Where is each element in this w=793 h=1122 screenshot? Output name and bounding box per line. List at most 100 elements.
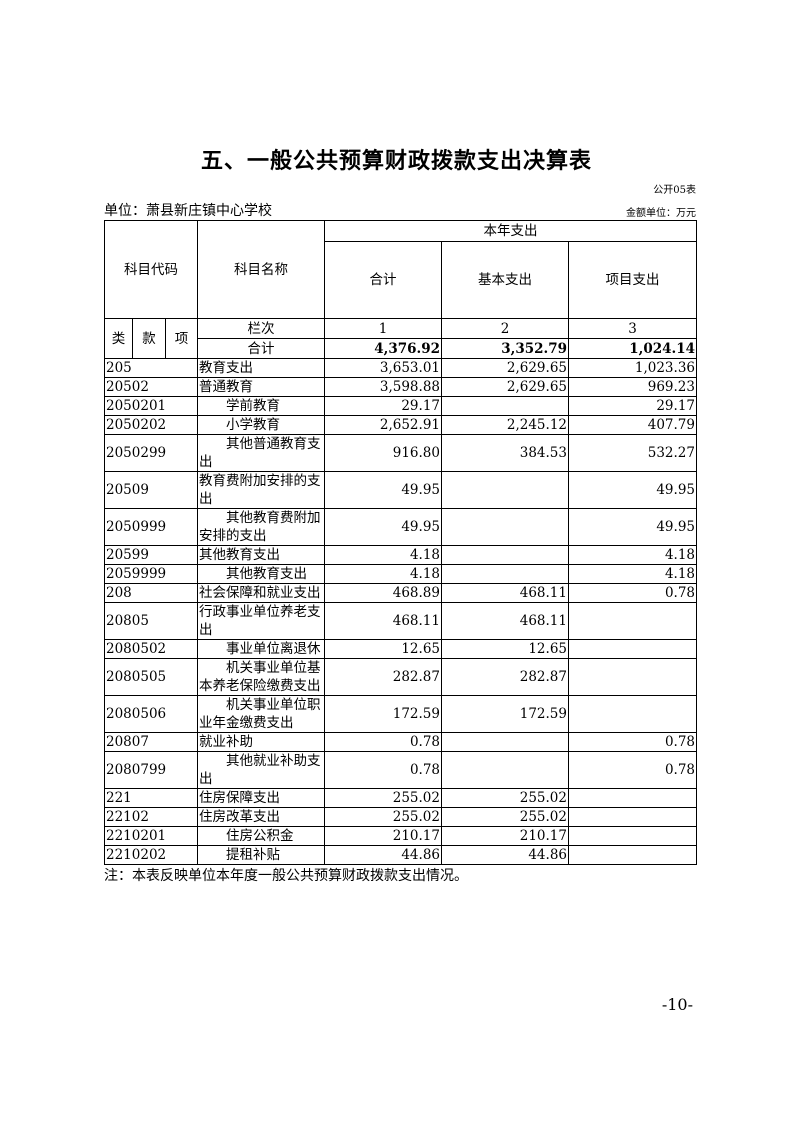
sum-label: 合计 (197, 338, 325, 359)
row-name: 教育支出 (197, 358, 325, 378)
row-project (568, 658, 697, 696)
row-total: 49.95 (324, 508, 442, 546)
header-basic: 基本支出 (441, 241, 569, 319)
table-row: 2050201 学前教育 29.17 29.17 (104, 396, 697, 416)
row-code: 2050201 (104, 396, 198, 416)
row-code: 2080799 (104, 751, 198, 789)
header-lei: 类 (104, 318, 133, 359)
table-row: 22102 住房改革支出 255.02 255.02 (104, 807, 697, 827)
row-total: 44.86 (324, 845, 442, 865)
col-no-1: 1 (324, 318, 442, 339)
header-xiang: 项 (165, 318, 198, 359)
row-total: 172.59 (324, 695, 442, 733)
unit-label: 单位：萧县新庄镇中心学校 (104, 203, 272, 219)
header-kuan: 款 (132, 318, 166, 359)
table-note: 注：本表反映单位本年度一般公共预算财政拨款支出情况。 (104, 868, 468, 884)
row-basic: 210.17 (441, 826, 569, 846)
row-project: 1,023.36 (568, 358, 697, 378)
row-code: 20509 (104, 471, 198, 509)
row-name: 住房保障支出 (197, 788, 325, 808)
sum-project: 1,024.14 (568, 338, 697, 359)
row-name: 其他教育支出 (197, 545, 325, 565)
row-name: 其他就业补助支出 (197, 751, 325, 789)
table-row: 2050202 小学教育 2,652.91 2,245.12 407.79 (104, 415, 697, 435)
page-number: -10- (661, 995, 693, 1014)
row-code: 2080502 (104, 639, 198, 659)
table-row: 2080799 其他就业补助支出 0.78 0.78 (104, 751, 697, 789)
header-name: 科目名称 (197, 220, 325, 319)
row-basic: 2,629.65 (441, 377, 569, 397)
row-project: 0.78 (568, 751, 697, 789)
row-total: 3,598.88 (324, 377, 442, 397)
row-project (568, 695, 697, 733)
row-total: 4.18 (324, 564, 442, 584)
row-name: 事业单位离退休 (197, 639, 325, 659)
unit-line: 单位：萧县新庄镇中心学校 金额单位：万元 (104, 198, 696, 220)
row-basic: 468.11 (441, 602, 569, 640)
row-basic (441, 508, 569, 546)
table-row: 20502 普通教育 3,598.88 2,629.65 969.23 (104, 377, 697, 397)
table-row: 2050299 其他普通教育支出 916.80 384.53 532.27 (104, 434, 697, 472)
expenditure-table: 科目代码 科目名称 本年支出 合计 基本支出 项目支出 类 款 项 栏次 1 2… (104, 220, 697, 865)
row-basic: 282.87 (441, 658, 569, 696)
row-project: 29.17 (568, 396, 697, 416)
row-total: 29.17 (324, 396, 442, 416)
row-project: 407.79 (568, 415, 697, 435)
row-project: 969.23 (568, 377, 697, 397)
header-total: 合计 (324, 241, 442, 319)
row-basic (441, 564, 569, 584)
row-project: 0.78 (568, 732, 697, 752)
row-total: 3,653.01 (324, 358, 442, 378)
row-name: 小学教育 (197, 415, 325, 435)
row-total: 4.18 (324, 545, 442, 565)
row-name: 机关事业单位职业年金缴费支出 (197, 695, 325, 733)
row-name: 其他普通教育支出 (197, 434, 325, 472)
form-number: 公开05表 (653, 185, 696, 196)
row-basic: 2,629.65 (441, 358, 569, 378)
row-code: 20805 (104, 602, 198, 640)
header-column-no: 栏次 (197, 318, 325, 339)
col-no-3: 3 (568, 318, 697, 339)
row-name: 其他教育支出 (197, 564, 325, 584)
header-year-spend: 本年支出 (324, 220, 697, 242)
sum-total: 4,376.92 (324, 338, 442, 359)
row-project (568, 788, 697, 808)
row-project: 532.27 (568, 434, 697, 472)
row-total: 468.11 (324, 602, 442, 640)
row-name: 提租补贴 (197, 845, 325, 865)
row-basic (441, 471, 569, 509)
sum-basic: 3,352.79 (441, 338, 569, 359)
row-name: 就业补助 (197, 732, 325, 752)
row-basic: 255.02 (441, 788, 569, 808)
row-basic (441, 751, 569, 789)
row-total: 468.89 (324, 583, 442, 603)
table-row: 2210201 住房公积金 210.17 210.17 (104, 826, 697, 846)
col-no-2: 2 (441, 318, 569, 339)
row-total: 916.80 (324, 434, 442, 472)
money-unit-label: 金额单位：万元 (626, 208, 696, 219)
row-code: 2059999 (104, 564, 198, 584)
header-code: 科目代码 (104, 220, 198, 319)
row-basic: 384.53 (441, 434, 569, 472)
row-code: 208 (104, 583, 198, 603)
row-basic: 12.65 (441, 639, 569, 659)
row-project: 49.95 (568, 471, 697, 509)
row-code: 205 (104, 358, 198, 378)
row-project: 49.95 (568, 508, 697, 546)
table-section: 公开05表 单位：萧县新庄镇中心学校 金额单位：万元 科目代码 科目名称 本年支… (104, 184, 697, 886)
row-code: 2080505 (104, 658, 198, 696)
table-row: 208 社会保障和就业支出 468.89 468.11 0.78 (104, 583, 697, 603)
row-project (568, 826, 697, 846)
row-name: 行政事业单位养老支出 (197, 602, 325, 640)
row-code: 20599 (104, 545, 198, 565)
table-row: 2080502 事业单位离退休 12.65 12.65 (104, 639, 697, 659)
row-total: 2,652.91 (324, 415, 442, 435)
row-name: 其他教育费附加安排的支出 (197, 508, 325, 546)
row-project (568, 639, 697, 659)
row-name: 住房公积金 (197, 826, 325, 846)
row-name: 普通教育 (197, 377, 325, 397)
table-row: 2080506 机关事业单位职业年金缴费支出 172.59 172.59 (104, 695, 697, 733)
row-total: 0.78 (324, 751, 442, 789)
row-code: 2210202 (104, 845, 198, 865)
page-title: 五、一般公共预算财政拨款支出决算表 (200, 148, 592, 174)
